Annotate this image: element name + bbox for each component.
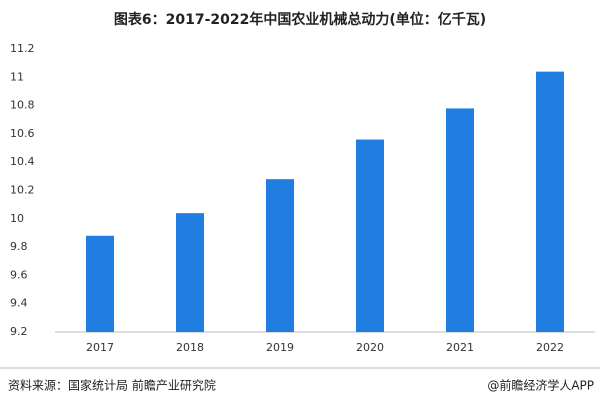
chart-title: 图表6：2017-2022年中国农业机械总动力(单位：亿千瓦) xyxy=(114,11,486,28)
bar xyxy=(446,108,474,333)
bar xyxy=(356,139,384,332)
bar xyxy=(536,71,564,332)
bar xyxy=(176,213,204,332)
credit: @前瞻经济学人APP xyxy=(487,378,594,393)
y-tick-label: 9.8 xyxy=(10,240,28,253)
y-tick-label: 9.6 xyxy=(10,268,28,281)
y-tick-label: 11 xyxy=(10,70,24,83)
y-tick-label: 9.2 xyxy=(10,325,28,338)
bar xyxy=(266,179,294,332)
x-tick-label: 2019 xyxy=(266,341,294,354)
y-tick-label: 11.2 xyxy=(10,42,35,55)
x-tick-label: 2022 xyxy=(536,341,564,354)
y-tick-label: 10 xyxy=(10,212,24,225)
bar xyxy=(86,235,114,332)
y-tick-label: 9.4 xyxy=(10,297,28,310)
x-tick-label: 2020 xyxy=(356,341,384,354)
x-tick-label: 2021 xyxy=(446,341,474,354)
x-tick-label: 2017 xyxy=(86,341,114,354)
y-tick-label: 10.6 xyxy=(10,127,35,140)
source-note: 资料来源：国家统计局 前瞻产业研究院 xyxy=(8,378,216,393)
x-tick-label: 2018 xyxy=(176,341,204,354)
y-tick-label: 10.2 xyxy=(10,184,35,197)
y-tick-label: 10.4 xyxy=(10,155,35,168)
y-tick-label: 10.8 xyxy=(10,99,35,112)
